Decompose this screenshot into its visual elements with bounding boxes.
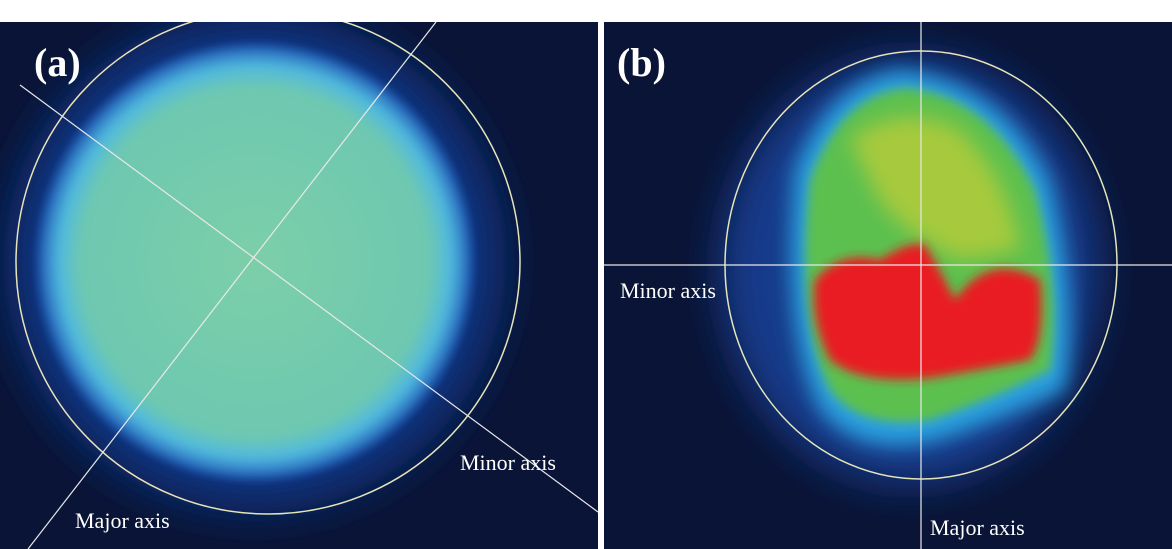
axis-label: Minor axis — [460, 450, 556, 475]
figure: (a) Minor axis Major axis (b) Minor axis… — [0, 0, 1172, 549]
page: (a) Minor axis Major axis (b) Minor axis… — [0, 0, 1172, 549]
panel-label: (a) — [34, 40, 81, 85]
axis-label: Major axis — [75, 508, 170, 533]
panel-a: (a) Minor axis Major axis — [0, 10, 598, 549]
axis-label: Minor axis — [620, 278, 716, 303]
panel-b: (b) Minor axis Major axis — [604, 22, 1172, 549]
panel-label: (b) — [617, 40, 666, 85]
axis-label: Major axis — [930, 515, 1025, 540]
